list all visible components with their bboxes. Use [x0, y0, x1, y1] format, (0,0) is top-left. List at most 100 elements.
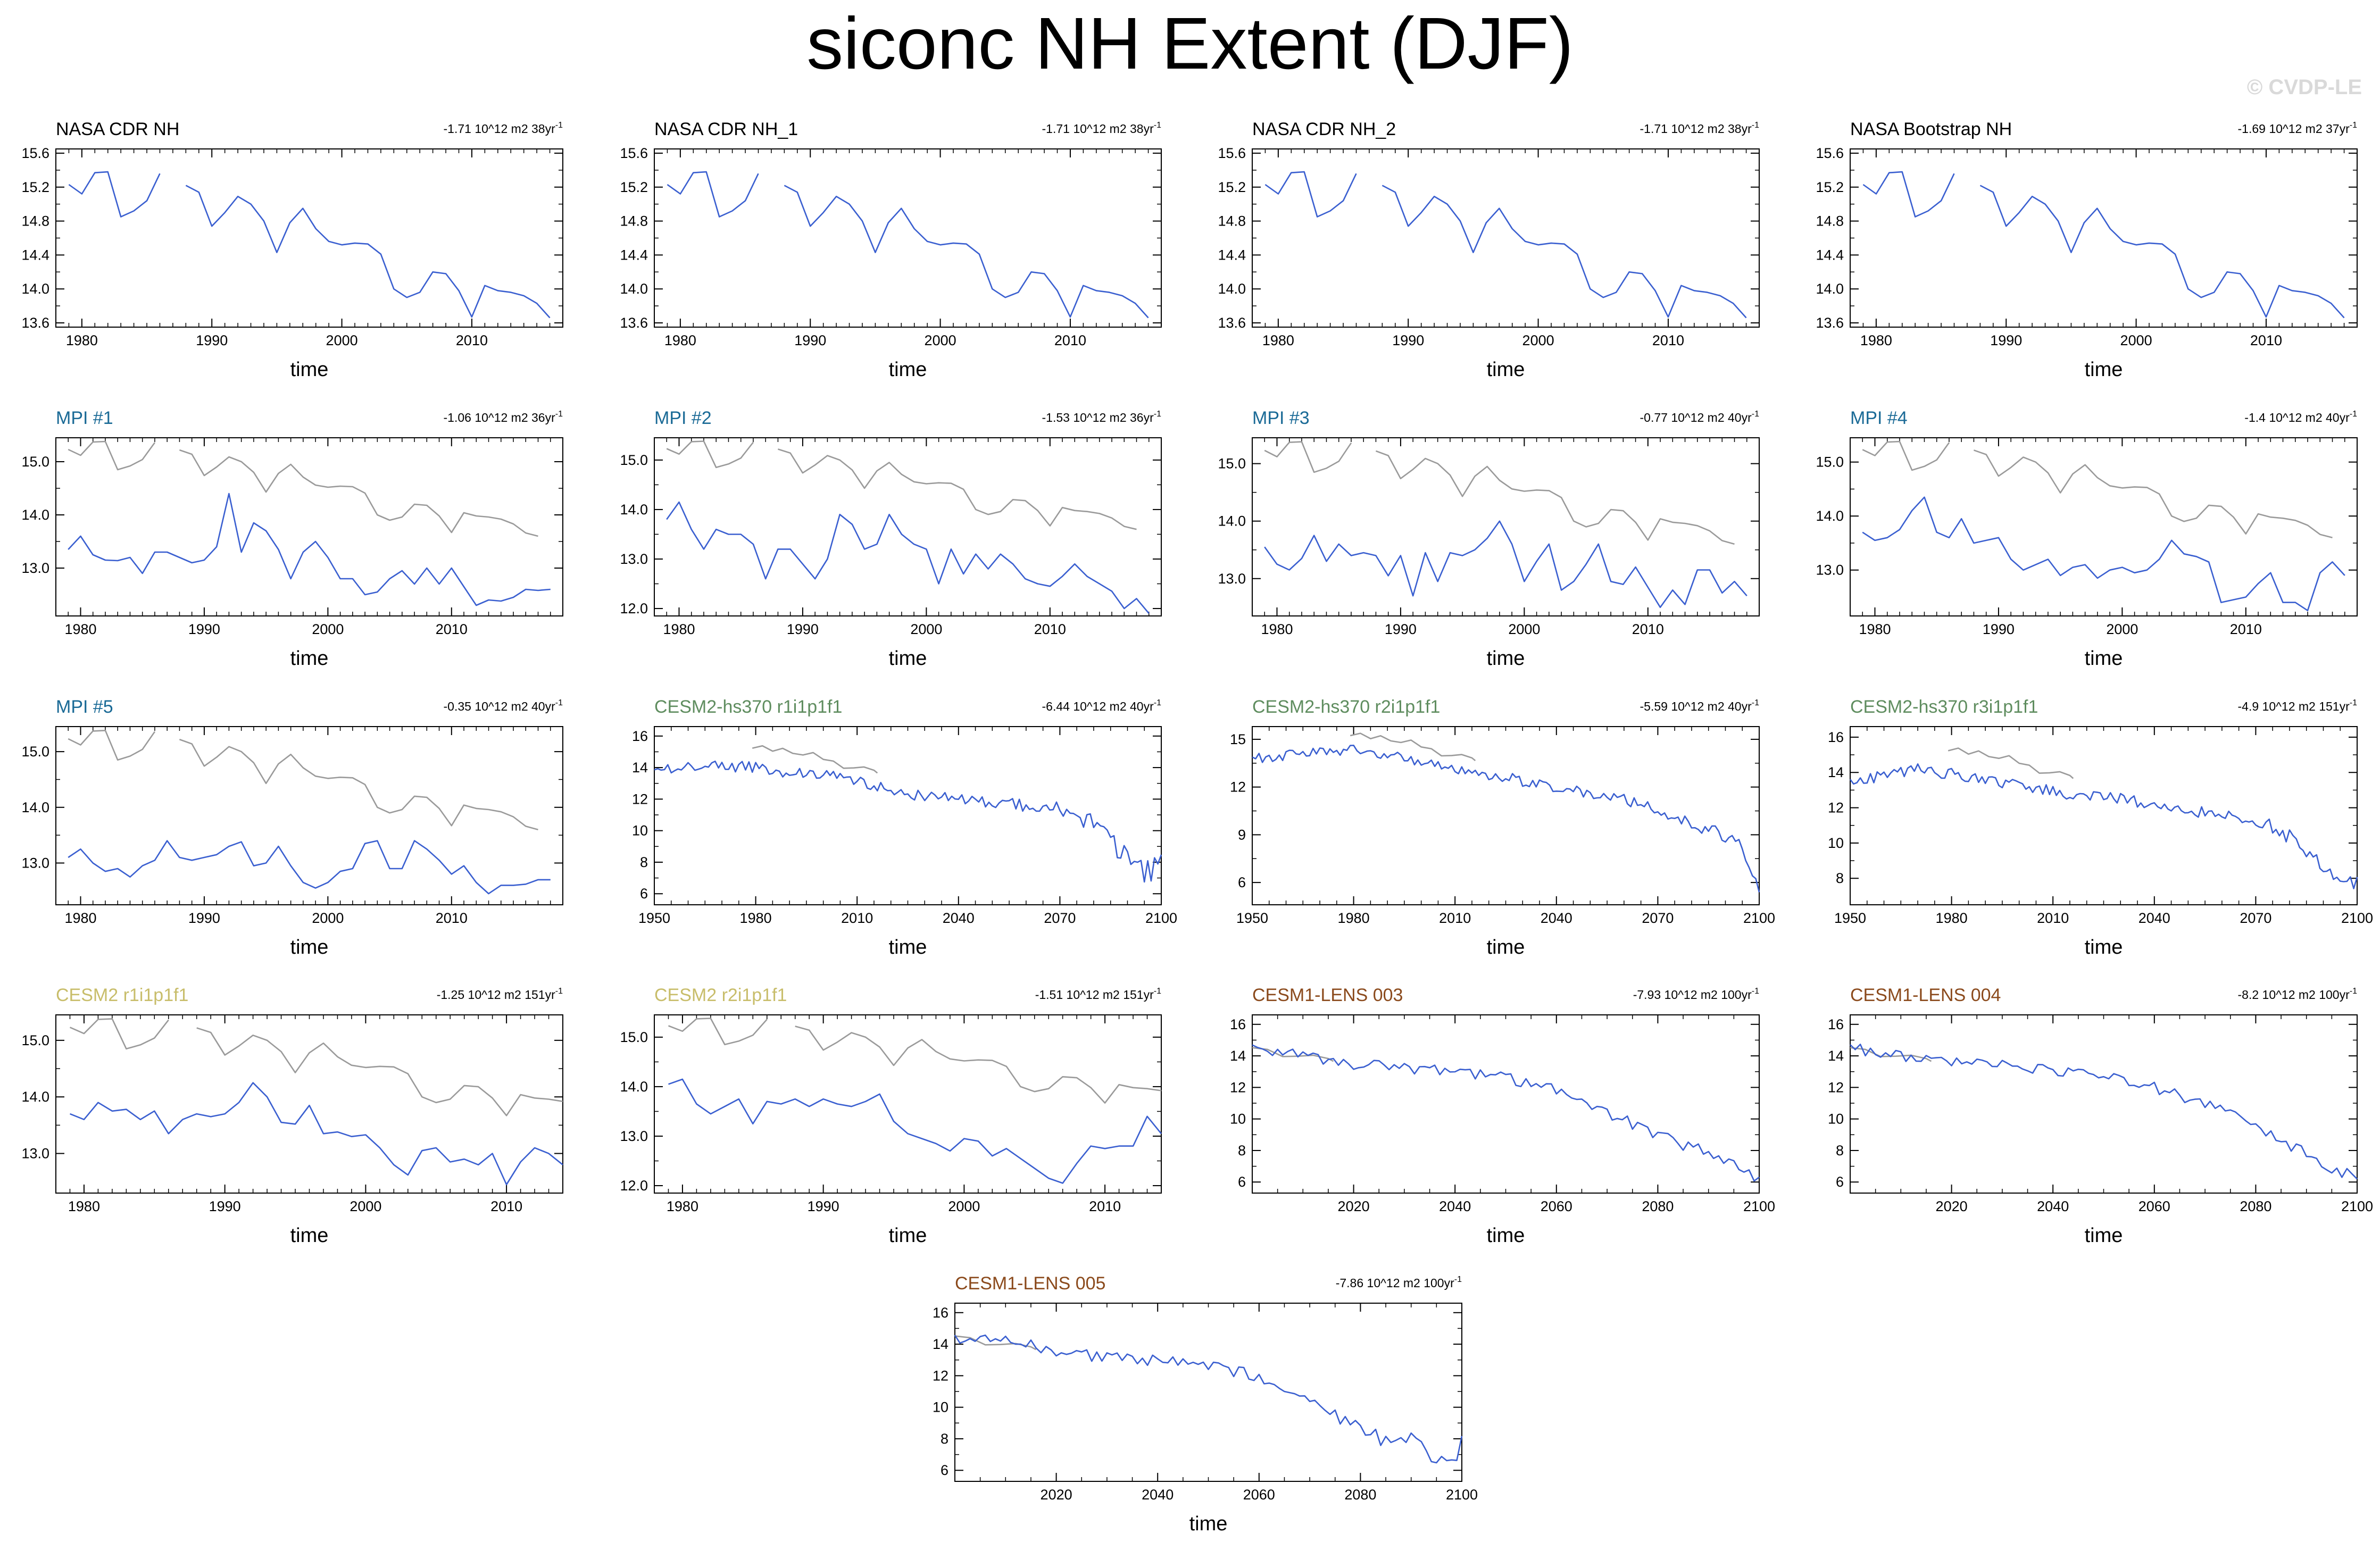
obs-series-line [666, 440, 1137, 530]
plot-frame [954, 1303, 1462, 1482]
chart-panel-14: CESM2 r2i1p1f1 -1.51 10^12 m2 151yr-1 1980… [620, 985, 1162, 1247]
y-tick-label: 13.0 [21, 855, 49, 871]
obs-series-line [1862, 440, 2333, 539]
y-tick-label: 12 [1230, 779, 1246, 795]
x-axis-label: time [2085, 647, 2123, 670]
y-tick-label: 6 [1238, 874, 1246, 890]
x-tick-label: 2000 [948, 1198, 980, 1214]
model-series-line [68, 171, 551, 319]
model-series-line [68, 840, 551, 895]
y-tick-label: 10 [1828, 1111, 1844, 1127]
chart-panel-7: MPI #3 -0.77 10^12 m2 40yr-1 1980 1990 2000 2… [1218, 408, 1760, 670]
y-tick-label: 15.0 [1816, 454, 1844, 470]
chart-title: MPI #4 [1850, 408, 1908, 428]
trend-label: -1.71 10^12 m2 38yr-1 [1042, 121, 1162, 136]
y-tick-label: 15.0 [620, 1029, 648, 1045]
y-tick-label: 8 [640, 854, 648, 870]
x-tick-label: 1980 [68, 1198, 100, 1214]
x-tick-label: 2000 [2106, 621, 2138, 637]
x-tick-label: 2000 [910, 621, 942, 637]
y-tick-label: 15.0 [21, 1032, 49, 1048]
x-tick-label: 1990 [1990, 332, 2022, 348]
x-axis-label: time [1487, 1224, 1525, 1247]
y-tick-label: 13.0 [21, 560, 49, 576]
chart-panel-17: CESM1-LENS 005 -7.86 10^12 m2 100yr-1 2020… [933, 1273, 1478, 1535]
x-tick-label: 1980 [667, 1198, 698, 1214]
model-series-line [70, 1082, 563, 1186]
chart-panel-6: MPI #2 -1.53 10^12 m2 36yr-1 1980 1990 2000 2… [620, 408, 1162, 670]
trend-label: -5.59 10^12 m2 40yr-1 [1640, 698, 1760, 713]
chart-title: NASA CDR NH_1 [654, 119, 798, 139]
obs-series-line [1948, 747, 2074, 779]
y-tick-label: 10 [1230, 1111, 1246, 1127]
y-tick-label: 14.0 [21, 799, 49, 815]
model-series-line [954, 1334, 1463, 1464]
x-tick-label: 1990 [209, 1198, 241, 1214]
plot-frame [1252, 148, 1760, 328]
trend-label: -7.86 10^12 m2 100yr-1 [1336, 1275, 1462, 1290]
plot-frame [55, 726, 563, 905]
y-tick-label: 14.0 [1816, 281, 1844, 297]
x-tick-label: 1990 [1983, 621, 2015, 637]
model-series-line [1264, 520, 1747, 609]
x-tick-label: 2100 [1446, 1487, 1478, 1503]
model-series-line [1850, 1044, 2358, 1180]
plot-frame [55, 1014, 563, 1194]
trend-label: -6.44 10^12 m2 40yr-1 [1042, 698, 1162, 713]
y-tick-label: 14 [632, 760, 648, 776]
chart-title: CESM1-LENS 005 [955, 1273, 1105, 1294]
obs-series-line [69, 1018, 563, 1116]
x-axis-label: time [889, 647, 927, 670]
y-tick-label: 13.6 [1218, 315, 1246, 331]
y-tick-label: 14.8 [1816, 213, 1844, 229]
model-series-line [1252, 745, 1760, 893]
y-tick-label: 14.4 [620, 247, 648, 263]
x-tick-label: 1990 [1392, 332, 1424, 348]
plot-frame [1850, 726, 2358, 905]
y-tick-label: 10 [933, 1399, 948, 1415]
y-tick-label: 14.4 [21, 247, 49, 263]
y-tick-label: 15.2 [21, 179, 49, 195]
obs-series-line [1850, 1047, 1932, 1062]
x-axis-label: time [1487, 936, 1525, 958]
chart-title: CESM2 r1i1p1f1 [56, 985, 188, 1005]
chart-title: NASA CDR NH [56, 119, 179, 139]
x-tick-label: 2010 [2037, 910, 2069, 926]
y-tick-label: 12.0 [620, 601, 648, 616]
x-tick-label: 2020 [1936, 1198, 1968, 1214]
x-tick-label: 1990 [1385, 621, 1417, 637]
plot-frame [654, 726, 1162, 905]
y-tick-label: 16 [1230, 1016, 1246, 1032]
y-tick-label: 6 [1836, 1174, 1844, 1190]
y-tick-label: 15.0 [1218, 456, 1246, 472]
model-series-line [1862, 171, 2345, 319]
chart-title: MPI #3 [1252, 408, 1310, 428]
x-tick-label: 2100 [2341, 910, 2373, 926]
x-tick-label: 2000 [2120, 332, 2152, 348]
x-tick-label: 2000 [925, 332, 956, 348]
plot-frame [1850, 1014, 2358, 1194]
model-series-line [1264, 171, 1747, 319]
x-tick-label: 2010 [1439, 910, 1471, 926]
x-tick-label: 2010 [456, 332, 488, 348]
obs-series-line [1350, 732, 1476, 762]
x-tick-label: 1980 [1936, 910, 1968, 926]
x-tick-label: 2040 [1142, 1487, 1174, 1503]
y-tick-label: 12 [1230, 1079, 1246, 1095]
x-tick-label: 2060 [1541, 1198, 1572, 1214]
y-tick-label: 14.0 [21, 281, 49, 297]
x-tick-label: 2010 [1632, 621, 1664, 637]
y-tick-label: 8 [941, 1431, 948, 1447]
plot-frame [1252, 437, 1760, 616]
model-series-line [668, 1078, 1162, 1184]
chart-panel-10: CESM2-hs370 r1i1p1f1 -6.44 10^12 m2 40yr-… [632, 697, 1177, 958]
y-tick-label: 12 [1828, 1079, 1844, 1095]
y-tick-label: 14.8 [21, 213, 49, 229]
model-series-line [1849, 763, 2358, 889]
trend-label: -0.35 10^12 m2 40yr-1 [444, 698, 563, 713]
chart-title: NASA Bootstrap NH [1850, 119, 2012, 139]
x-tick-label: 2000 [349, 1198, 381, 1214]
x-tick-label: 1990 [188, 910, 220, 926]
x-tick-label: 1990 [188, 621, 220, 637]
y-tick-label: 14 [1828, 1048, 1844, 1064]
